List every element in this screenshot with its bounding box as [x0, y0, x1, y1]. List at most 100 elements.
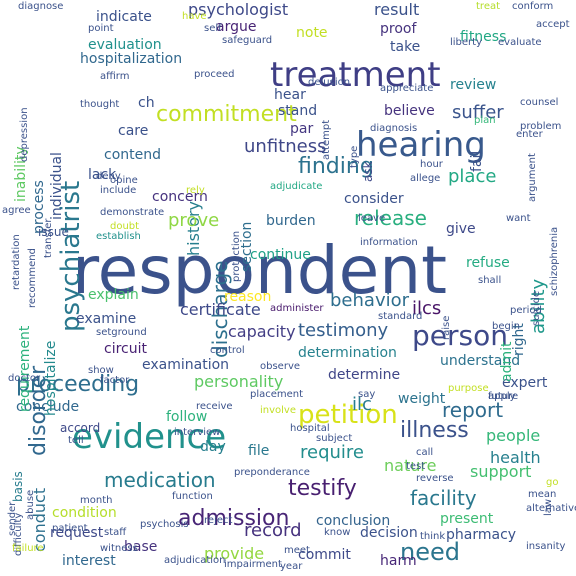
word-patient: patient: [52, 523, 88, 534]
word-conform: conform: [512, 1, 554, 12]
word-enter: enter: [516, 129, 543, 140]
word-nature: nature: [384, 456, 437, 475]
word-weight: weight: [398, 391, 446, 407]
word-understand: understand: [440, 353, 521, 369]
word-record: record: [244, 520, 302, 541]
word-appreciate: appreciate: [380, 83, 434, 94]
word-ask: ask: [361, 161, 375, 182]
word-hospital: hospital: [290, 423, 330, 434]
word-certificate: certificate: [180, 300, 261, 319]
word-diagnose: diagnose: [18, 1, 64, 12]
word-counsel: counsel: [520, 97, 559, 108]
word-issue: issue: [38, 225, 69, 239]
word-indicate: indicate: [96, 9, 152, 25]
word-psychologist: psychologist: [188, 0, 289, 19]
word-agree: agree: [2, 205, 31, 216]
word-fail: fail: [469, 150, 485, 172]
word-report: report: [442, 398, 504, 422]
word-know: know: [324, 527, 351, 538]
word-diagnosis: diagnosis: [370, 123, 418, 134]
word-adjudicate: adjudicate: [270, 181, 323, 192]
word-note: note: [296, 25, 328, 41]
word-future: future: [488, 391, 519, 402]
word-circuit: circuit: [104, 341, 147, 357]
word-examine: examine: [76, 311, 137, 327]
word-setground: setground: [96, 327, 147, 338]
word-hear: hear: [274, 87, 306, 103]
word-evidence: evidence: [72, 417, 227, 457]
word-harm: harm: [380, 553, 417, 569]
word-lack: lack: [88, 167, 117, 183]
word-show: show: [88, 365, 114, 376]
word-give: give: [446, 221, 476, 237]
word-treat: treat: [476, 1, 501, 12]
word-begin: begin: [492, 321, 520, 332]
word-need: need: [400, 538, 460, 566]
word-examination: examination: [142, 357, 230, 373]
word-fitness: fitness: [460, 29, 507, 45]
word-accord: accord: [60, 421, 101, 435]
word-par: par: [290, 121, 314, 137]
word-tell: tell: [68, 435, 84, 446]
word-explain: explain: [88, 287, 139, 303]
word-interest: interest: [62, 553, 116, 569]
word-affirm: affirm: [100, 71, 130, 82]
word-admission: admission: [178, 506, 290, 531]
word-burden: burden: [266, 213, 316, 229]
word-decision: decision: [360, 525, 418, 541]
word-reverse: reverse: [416, 473, 454, 484]
word-day: day: [200, 439, 226, 455]
word-attempt: attempt: [321, 119, 332, 160]
word-adjudication: adjudication: [164, 555, 226, 566]
word-illness: illness: [400, 418, 469, 443]
word-point: point: [88, 23, 114, 34]
word-transfer: transfer: [43, 218, 54, 259]
word-demonstrate: demonstrate: [100, 207, 165, 218]
word-involve: involve: [260, 405, 297, 416]
word-deny: deny: [96, 171, 121, 182]
word-allege: allege: [410, 173, 441, 184]
word-doctor: doctor: [8, 373, 41, 384]
word-proceeding: proceeding: [16, 372, 140, 397]
word-meet: meet: [284, 545, 310, 556]
word-ch: ch: [138, 95, 155, 111]
word-suffer: suffer: [452, 102, 504, 123]
word-say: say: [358, 389, 376, 400]
word-expert: expert: [502, 375, 548, 391]
word-evaluate: evaluate: [498, 37, 542, 48]
word-staff: staff: [104, 527, 127, 538]
word-concern: concern: [152, 189, 208, 205]
word-alternative: alternative: [526, 503, 576, 514]
word-retardation: retardation: [11, 234, 22, 290]
word-shall: shall: [478, 275, 502, 286]
word-problem: problem: [520, 121, 562, 132]
word-self: self: [204, 23, 222, 34]
word-believe: believe: [384, 103, 435, 119]
word-take: take: [390, 39, 421, 55]
word-unfitness: unfitness: [244, 136, 327, 157]
word-think: think: [420, 531, 446, 542]
word-protection: protection: [231, 230, 242, 282]
word-respondent: respondent: [72, 232, 447, 309]
word-result: result: [374, 0, 420, 19]
word-ilcs: ilcs: [412, 298, 442, 319]
word-want: want: [506, 213, 531, 224]
word-insanity: insanity: [526, 541, 566, 552]
word-present: present: [440, 511, 494, 527]
word-liberty: liberty: [450, 37, 483, 48]
word-evaluation: evaluation: [88, 37, 162, 53]
word-conclusion: conclusion: [316, 513, 391, 529]
word-personality: personality: [194, 372, 284, 391]
word-finding: finding: [298, 154, 374, 179]
word-psychosis: psychosis: [140, 519, 189, 530]
word-petition: petition: [298, 400, 398, 430]
word-have: have: [182, 11, 207, 22]
word-proceed: proceed: [194, 69, 235, 80]
word-release: release: [354, 206, 427, 230]
word-opine: opine: [110, 175, 138, 186]
word-factor: factor: [100, 375, 130, 386]
word-year: year: [280, 561, 303, 572]
word-care: care: [118, 123, 149, 139]
word-capacity: capacity: [228, 322, 296, 341]
word-argument: argument: [527, 153, 538, 202]
